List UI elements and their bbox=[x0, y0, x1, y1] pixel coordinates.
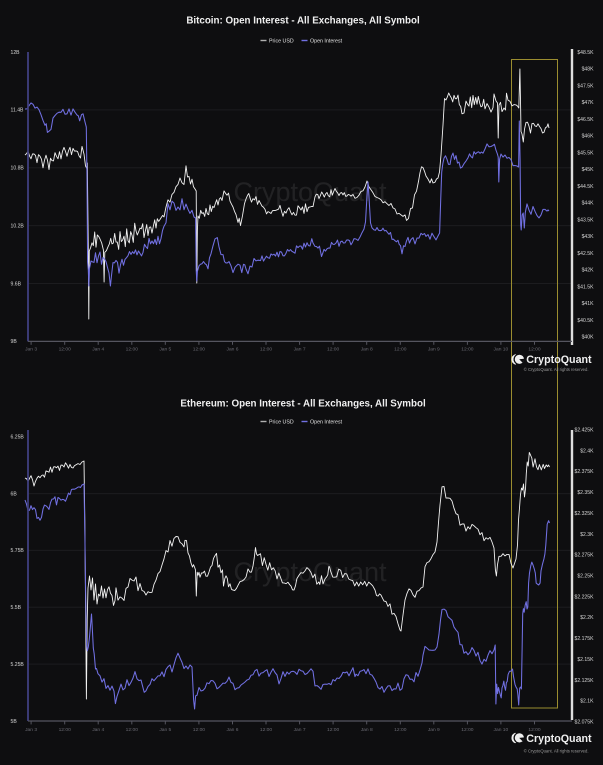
svg-text:$2.325K: $2.325K bbox=[575, 511, 595, 517]
svg-text:$43K: $43K bbox=[582, 234, 594, 240]
svg-text:© CryptoQuant. All rights rese: © CryptoQuant. All rights reserved. bbox=[524, 367, 589, 372]
svg-text:Jan 5: Jan 5 bbox=[159, 346, 171, 352]
svg-text:Jan 9: Jan 9 bbox=[428, 346, 440, 352]
svg-text:Jan 6: Jan 6 bbox=[227, 727, 239, 733]
svg-text:$46.5K: $46.5K bbox=[577, 117, 594, 123]
svg-text:Price USD: Price USD bbox=[269, 419, 294, 425]
svg-text:6.25B: 6.25B bbox=[11, 435, 25, 441]
svg-text:12:00: 12:00 bbox=[528, 346, 541, 352]
svg-text:$44K: $44K bbox=[582, 201, 594, 207]
svg-text:$40.5K: $40.5K bbox=[577, 318, 594, 324]
svg-text:5.75B: 5.75B bbox=[11, 548, 25, 554]
svg-text:12:00: 12:00 bbox=[394, 346, 407, 352]
svg-text:12:00: 12:00 bbox=[193, 727, 206, 733]
svg-text:12:00: 12:00 bbox=[126, 727, 139, 733]
svg-text:$2.4K: $2.4K bbox=[580, 448, 594, 454]
svg-text:Jan 3: Jan 3 bbox=[25, 727, 37, 733]
svg-text:$2.275K: $2.275K bbox=[575, 553, 595, 559]
svg-text:$2.375K: $2.375K bbox=[575, 469, 595, 475]
svg-text:12:00: 12:00 bbox=[59, 346, 72, 352]
svg-text:$47K: $47K bbox=[582, 100, 594, 106]
svg-text:$48K: $48K bbox=[582, 67, 594, 73]
svg-text:5B: 5B bbox=[11, 719, 18, 725]
svg-text:$41.5K: $41.5K bbox=[577, 284, 594, 290]
svg-text:$2.2K: $2.2K bbox=[580, 615, 594, 621]
svg-text:$45K: $45K bbox=[582, 167, 594, 173]
svg-text:12:00: 12:00 bbox=[260, 727, 273, 733]
svg-text:5.5B: 5.5B bbox=[11, 605, 22, 611]
svg-text:CryptoQuant: CryptoQuant bbox=[233, 177, 387, 207]
svg-text:10.8B: 10.8B bbox=[11, 166, 25, 172]
svg-text:$2.1K: $2.1K bbox=[580, 699, 594, 705]
svg-text:© CryptoQuant. All rights rese: © CryptoQuant. All rights reserved. bbox=[524, 749, 589, 754]
svg-text:Jan 10: Jan 10 bbox=[494, 727, 509, 733]
svg-text:6B: 6B bbox=[11, 491, 18, 497]
svg-text:9.6B: 9.6B bbox=[11, 281, 22, 287]
svg-text:$42.5K: $42.5K bbox=[577, 251, 594, 257]
svg-text:$42K: $42K bbox=[582, 268, 594, 274]
svg-text:$2.15K: $2.15K bbox=[577, 657, 594, 663]
svg-text:Bitcoin: Open Interest - All E: Bitcoin: Open Interest - All Exchanges, … bbox=[186, 15, 420, 26]
svg-text:Jan 7: Jan 7 bbox=[294, 346, 306, 352]
svg-text:$41K: $41K bbox=[582, 301, 594, 307]
svg-text:12:00: 12:00 bbox=[260, 346, 273, 352]
svg-text:12:00: 12:00 bbox=[461, 346, 474, 352]
svg-text:Price USD: Price USD bbox=[269, 38, 294, 44]
svg-text:Jan 10: Jan 10 bbox=[494, 346, 509, 352]
svg-text:$44.5K: $44.5K bbox=[577, 184, 594, 190]
svg-text:Jan 6: Jan 6 bbox=[227, 346, 239, 352]
svg-text:Jan 4: Jan 4 bbox=[92, 727, 104, 733]
svg-text:Open Interest: Open Interest bbox=[310, 419, 343, 425]
svg-text:$46K: $46K bbox=[582, 134, 594, 140]
svg-text:Open Interest: Open Interest bbox=[310, 38, 343, 44]
svg-text:11.4B: 11.4B bbox=[11, 108, 25, 114]
svg-text:$2.225K: $2.225K bbox=[575, 594, 595, 600]
svg-text:Jan 4: Jan 4 bbox=[92, 346, 104, 352]
svg-text:10.2B: 10.2B bbox=[11, 223, 25, 229]
svg-text:$2.175K: $2.175K bbox=[575, 636, 595, 642]
svg-text:Ethereum: Open Interest - All: Ethereum: Open Interest - All Exchanges,… bbox=[180, 398, 426, 409]
svg-text:Jan 8: Jan 8 bbox=[361, 346, 373, 352]
svg-text:$43.5K: $43.5K bbox=[577, 217, 594, 223]
svg-text:$2.425K: $2.425K bbox=[575, 428, 595, 434]
svg-text:Jan 9: Jan 9 bbox=[428, 727, 440, 733]
svg-text:$40K: $40K bbox=[582, 335, 594, 341]
svg-text:Jan 3: Jan 3 bbox=[25, 346, 37, 352]
svg-text:12B: 12B bbox=[11, 50, 21, 56]
svg-text:12:00: 12:00 bbox=[327, 346, 340, 352]
svg-text:Jan 7: Jan 7 bbox=[294, 727, 306, 733]
svg-text:$2.3K: $2.3K bbox=[580, 532, 594, 538]
svg-text:$48.5K: $48.5K bbox=[577, 50, 594, 56]
svg-text:Jan 8: Jan 8 bbox=[361, 727, 373, 733]
svg-text:12:00: 12:00 bbox=[394, 727, 407, 733]
svg-text:$47.5K: $47.5K bbox=[577, 83, 594, 89]
svg-text:12:00: 12:00 bbox=[193, 346, 206, 352]
svg-text:$45.5K: $45.5K bbox=[577, 150, 594, 156]
svg-text:12:00: 12:00 bbox=[126, 346, 139, 352]
svg-text:$2.075K: $2.075K bbox=[575, 720, 595, 726]
svg-text:12:00: 12:00 bbox=[327, 727, 340, 733]
svg-text:$2.35K: $2.35K bbox=[577, 490, 594, 496]
svg-text:12:00: 12:00 bbox=[59, 727, 72, 733]
svg-text:9B: 9B bbox=[11, 339, 18, 345]
svg-text:Jan 5: Jan 5 bbox=[159, 727, 171, 733]
svg-text:12:00: 12:00 bbox=[528, 727, 541, 733]
svg-text:5.25B: 5.25B bbox=[11, 662, 25, 668]
svg-text:12:00: 12:00 bbox=[461, 727, 474, 733]
svg-text:$2.125K: $2.125K bbox=[575, 678, 595, 684]
svg-text:CryptoQuant: CryptoQuant bbox=[526, 354, 592, 366]
svg-text:$2.25K: $2.25K bbox=[577, 574, 594, 580]
svg-text:CryptoQuant: CryptoQuant bbox=[526, 733, 592, 745]
